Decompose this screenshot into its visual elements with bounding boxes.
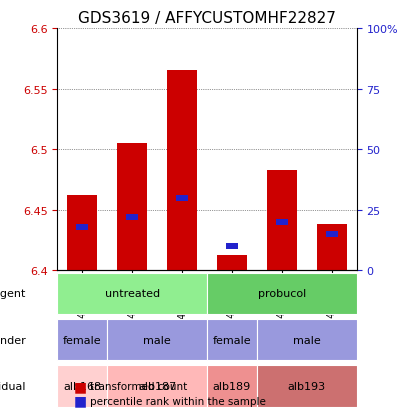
Text: individual: individual — [0, 381, 26, 391]
Text: transformed count: transformed count — [90, 381, 187, 391]
Text: percentile rank within the sample: percentile rank within the sample — [90, 396, 265, 406]
Bar — [216, 255, 246, 271]
FancyBboxPatch shape — [207, 273, 356, 314]
FancyBboxPatch shape — [57, 319, 107, 361]
Bar — [275, 219, 287, 225]
Bar — [67, 196, 97, 271]
Bar — [117, 144, 147, 271]
FancyBboxPatch shape — [57, 273, 207, 314]
Bar — [126, 214, 138, 221]
Bar — [266, 170, 296, 271]
Title: GDS3619 / AFFYCUSTOMHF22827: GDS3619 / AFFYCUSTOMHF22827 — [78, 12, 335, 26]
Bar — [316, 225, 346, 271]
FancyBboxPatch shape — [256, 365, 356, 406]
FancyBboxPatch shape — [107, 365, 207, 406]
FancyBboxPatch shape — [107, 319, 207, 361]
Text: agent: agent — [0, 289, 26, 299]
Text: alb193: alb193 — [287, 381, 325, 391]
FancyBboxPatch shape — [57, 365, 107, 406]
Text: untreated: untreated — [104, 289, 160, 299]
Text: ■: ■ — [74, 379, 87, 393]
Text: alb187: alb187 — [138, 381, 176, 391]
Text: female: female — [63, 335, 101, 345]
Text: alb168: alb168 — [63, 381, 101, 391]
Text: gender: gender — [0, 335, 26, 345]
Bar — [325, 231, 337, 237]
Bar — [76, 224, 88, 230]
Bar — [176, 195, 188, 201]
Text: ■: ■ — [74, 394, 87, 408]
Text: male: male — [292, 335, 320, 345]
Text: alb189: alb189 — [212, 381, 250, 391]
FancyBboxPatch shape — [207, 365, 256, 406]
FancyBboxPatch shape — [207, 319, 256, 361]
Text: female: female — [212, 335, 251, 345]
Bar — [225, 244, 237, 249]
Text: male: male — [143, 335, 171, 345]
Bar — [167, 71, 197, 271]
Text: probucol: probucol — [257, 289, 305, 299]
FancyBboxPatch shape — [256, 319, 356, 361]
